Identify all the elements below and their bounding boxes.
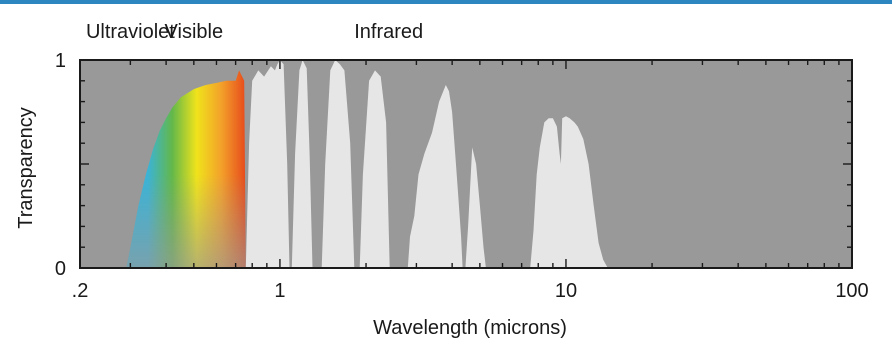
x-tick-label: 1 [274, 280, 285, 302]
transmission-band [407, 85, 463, 268]
transmission-band [245, 60, 290, 268]
transmission-band [321, 60, 355, 268]
y-axis-label: Transparency [15, 107, 37, 229]
x-tick-label: 10 [555, 280, 577, 302]
x-tick-label: 100 [835, 280, 868, 302]
top-accent-bar [0, 0, 892, 4]
plot-frame [79, 59, 853, 269]
x-axis-label: Wavelength (microns) [373, 317, 567, 339]
y-tick-label: 0 [55, 258, 66, 280]
region-label: Visible [165, 21, 224, 43]
region-label: Ultraviolet [86, 21, 175, 43]
transmission-band [465, 147, 486, 268]
transmission-band [291, 60, 313, 268]
y-tick-label: 1 [55, 50, 66, 72]
transmission-bands [126, 60, 608, 269]
transmission-band [530, 116, 608, 268]
transmission-band [359, 70, 390, 269]
visible-window-band [126, 70, 246, 269]
x-tick-label: .2 [72, 280, 89, 302]
region-label: Infrared [354, 21, 423, 43]
